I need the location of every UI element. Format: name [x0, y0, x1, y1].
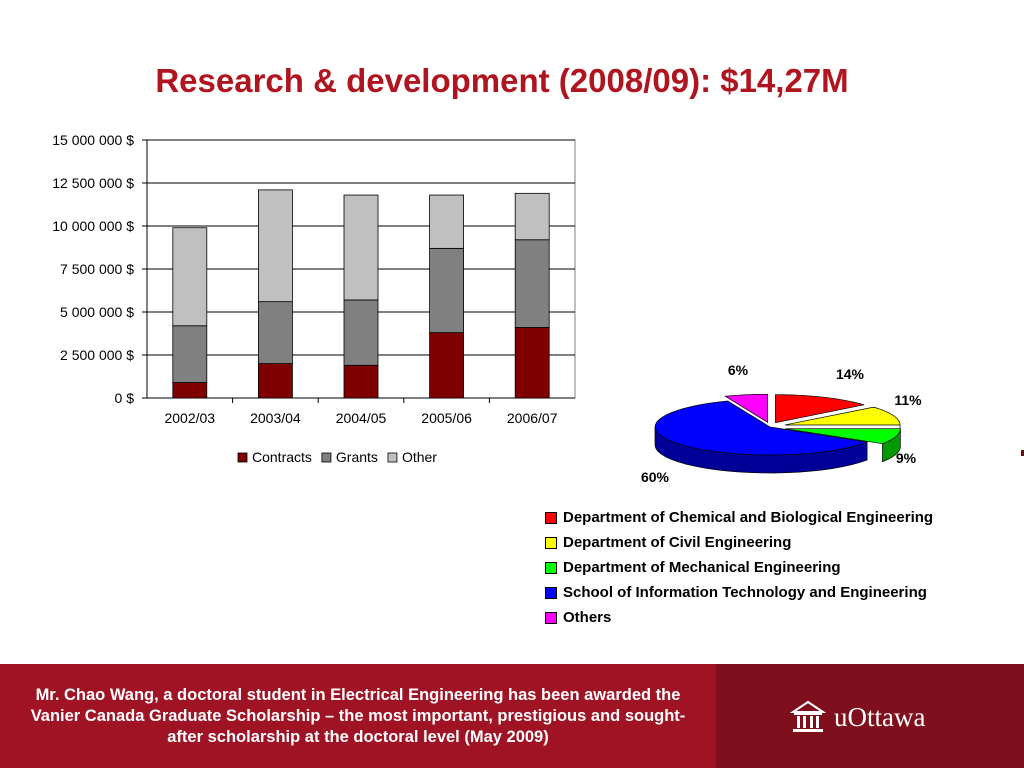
legend-swatch: [237, 452, 248, 463]
bar-segment-contracts: [172, 382, 208, 399]
legend-label: Department of Civil Engineering: [563, 534, 792, 551]
y-tick-label: 15 000 000 $: [52, 132, 134, 148]
legend-label: Other: [402, 449, 437, 465]
legend-swatch: [545, 586, 557, 599]
brand-logo: uOttawa: [790, 700, 925, 734]
bar-segment-grants: [257, 301, 293, 364]
stacked-bar-chart: 0 $ 2 500 000 $ 5 000 000 $ 7 500 000 $ 10 0…: [52, 132, 576, 465]
y-tick-label: 2 500 000 $: [60, 347, 134, 363]
legend-swatch: [321, 452, 332, 463]
bar-segment-other: [257, 189, 293, 303]
footer-caption: Mr. Chao Wang, a doctoral student in Ele…: [0, 664, 716, 768]
bar-legend: Contracts Grants Other: [237, 449, 437, 465]
legend-item: Others: [545, 605, 933, 630]
bar-segment-grants: [343, 299, 379, 366]
pie-slice: [785, 428, 901, 463]
x-tick-label: 2005/06: [421, 410, 472, 426]
bar-segment-other: [172, 227, 208, 327]
bar-segment-contracts: [343, 364, 379, 399]
pie-slice-top: [654, 400, 868, 456]
y-tick-label: 12 500 000 $: [52, 175, 134, 191]
legend-label: Contracts: [252, 449, 312, 465]
bar-segment-other: [343, 194, 379, 301]
legend-item: Department of Mechanical Engineering: [545, 555, 933, 580]
legend-swatch: [545, 611, 557, 624]
x-tick-label: 2006/07: [507, 410, 558, 426]
pie-slice-top: [784, 406, 901, 426]
pie-slice-top: [785, 428, 901, 445]
legend-item: School of Information Technology and Eng…: [545, 580, 933, 605]
bar-segment-contracts: [514, 327, 550, 399]
brand-name: uOttawa: [834, 701, 926, 732]
pie-slice-top: [724, 393, 768, 423]
bar-segment-grants: [172, 325, 208, 383]
pie-label: 60%: [641, 469, 670, 485]
footer-bar: Mr. Chao Wang, a doctoral student in Ele…: [0, 664, 1024, 768]
legend-label: Others: [563, 609, 612, 626]
legend-swatch: [545, 536, 557, 549]
bar-segment-contracts: [257, 363, 293, 399]
pie-label: 11%: [894, 392, 922, 408]
university-building-icon: [790, 700, 826, 732]
pie-chart: 14% 11% 9% 60% 6%: [641, 362, 922, 485]
pie-label: 9%: [896, 450, 917, 466]
x-tick-label: 2004/05: [336, 410, 387, 426]
legend-label: Grants: [336, 449, 378, 465]
legend-item: Department of Civil Engineering: [545, 530, 933, 555]
bar-segment-other: [429, 194, 465, 249]
bar-segment-contracts: [429, 332, 465, 399]
pie-slice: [724, 393, 768, 423]
legend-swatch: [387, 452, 398, 463]
bar-segment-other: [514, 192, 550, 241]
bar-segment-grants: [429, 247, 465, 334]
legend-label: Department of Mechanical Engineering: [563, 559, 841, 576]
bar-segment-grants: [514, 239, 550, 328]
x-tick-label: 2003/04: [250, 410, 301, 426]
legend-label: Department of Chemical and Biological En…: [563, 509, 934, 526]
pie-slice: [775, 394, 865, 424]
pie-slice-top: [775, 394, 865, 424]
y-tick-label: 0 $: [115, 390, 135, 406]
y-tick-label: 7 500 000 $: [60, 261, 134, 277]
legend-item: Department of Chemical and Biological En…: [545, 505, 933, 530]
x-tick-label: 2002/03: [164, 410, 215, 426]
legend-swatch: [545, 561, 557, 574]
edge-mark: [1021, 450, 1024, 456]
pie-label: 14%: [836, 366, 865, 382]
y-tick-label: 5 000 000 $: [60, 304, 134, 320]
pie-label: 6%: [728, 362, 749, 378]
pie-legend: Department of Chemical and Biological En…: [545, 505, 933, 630]
y-tick-label: 10 000 000 $: [52, 218, 134, 234]
pie-slice: [654, 400, 868, 474]
legend-swatch: [545, 511, 557, 524]
slide-title: Research & development (2008/09): $14,27…: [155, 62, 849, 99]
legend-label: School of Information Technology and Eng…: [563, 584, 927, 601]
